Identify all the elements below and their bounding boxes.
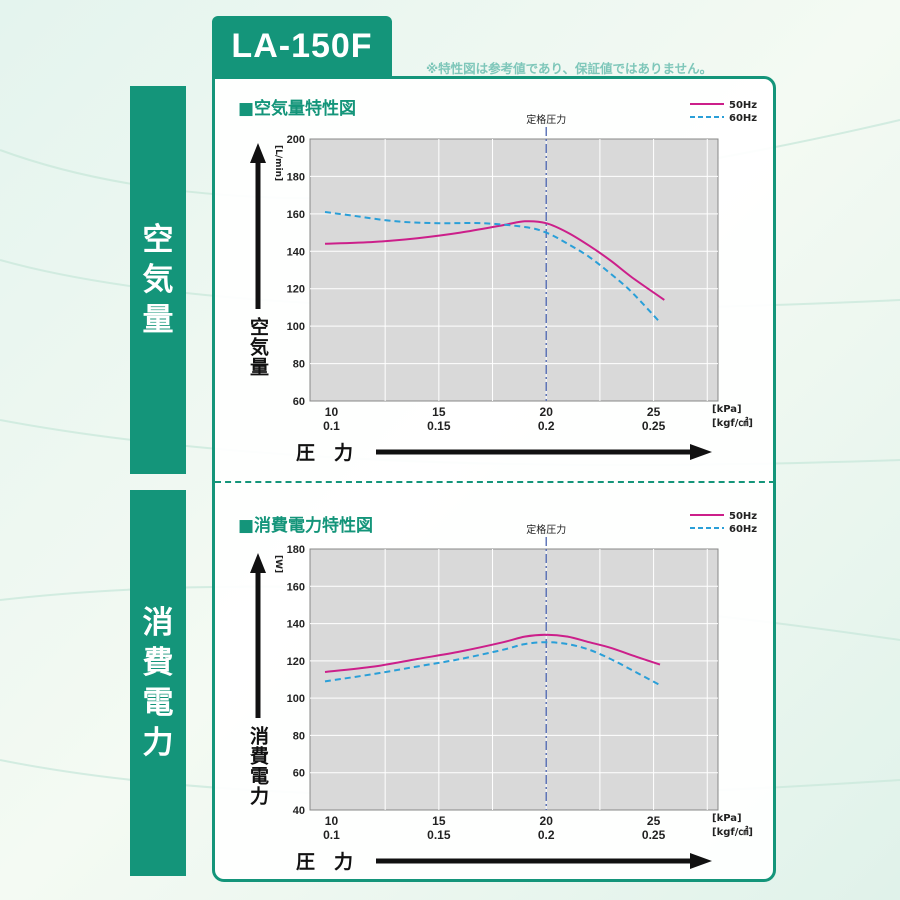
power-xtick-kpa-label: 15 bbox=[432, 814, 446, 828]
power-y-axis-label: 消費電力 bbox=[247, 725, 269, 806]
air-ytick-label: 200 bbox=[287, 134, 305, 146]
model-name-tab: LA-150F bbox=[212, 16, 392, 76]
power-y-axis-arrow-head bbox=[250, 553, 266, 573]
power-xtick-kpa-label: 10 bbox=[325, 814, 339, 828]
power-ytick-label: 160 bbox=[287, 581, 305, 593]
power-x-unit-kgf: [kgf/㎠] bbox=[712, 825, 753, 838]
power-ytick-label: 140 bbox=[287, 619, 305, 631]
air-xtick-kpa-label: 15 bbox=[432, 405, 446, 419]
power-ytick-label: 120 bbox=[287, 656, 305, 668]
air-legend-label-60hz: 60Hz bbox=[729, 113, 757, 124]
air-series-50hz-line bbox=[324, 220, 665, 301]
power-legend-label-60hz: 60Hz bbox=[729, 524, 757, 535]
air-ytick-label: 140 bbox=[287, 246, 305, 258]
power-ytick-label: 80 bbox=[293, 730, 305, 742]
air-x-unit-kpa: [kPa] bbox=[712, 404, 742, 415]
power-chart-title: ■消費電力特性図 bbox=[238, 516, 374, 536]
side-tab-air-volume: 空気量 bbox=[130, 86, 186, 474]
power-xtick-kpa-label: 20 bbox=[540, 814, 554, 828]
power-xtick-kgf-label: 0.1 bbox=[323, 828, 340, 842]
power-x-unit-kpa: [kPa] bbox=[712, 813, 742, 824]
side-tab-power-consumption: 消費電力 bbox=[130, 490, 186, 876]
air-rated-pressure-label: 定格圧力 bbox=[526, 113, 566, 126]
panel-divider bbox=[215, 481, 775, 483]
air-xtick-kgf-label: 0.1 bbox=[323, 419, 340, 433]
power-xtick-kgf-label: 0.15 bbox=[427, 828, 451, 842]
air-ytick-label: 100 bbox=[287, 321, 305, 333]
air-plot-area bbox=[309, 138, 719, 402]
side-tab-power-consumption-label: 消費電力 bbox=[142, 605, 174, 761]
power-xtick-kgf-label: 0.2 bbox=[538, 828, 555, 842]
air-legend-label-50hz: 50Hz bbox=[729, 100, 757, 111]
power-ytick-label: 40 bbox=[293, 805, 305, 817]
air-x-axis-arrow-head bbox=[690, 444, 712, 460]
air-chart-title: ■空気量特性図 bbox=[238, 99, 357, 119]
power-rated-pressure-label: 定格圧力 bbox=[526, 523, 566, 536]
power-xtick-kgf-label: 0.25 bbox=[642, 828, 666, 842]
power-legend-label-50hz: 50Hz bbox=[729, 511, 757, 522]
power-series-50hz-line bbox=[324, 633, 661, 673]
air-xtick-kgf-label: 0.25 bbox=[642, 419, 666, 433]
disclaimer-note: ※特性図は参考値であり、保証値ではありません。 bbox=[426, 61, 713, 76]
power-ytick-label: 180 bbox=[287, 544, 305, 556]
power-xtick-kpa-label: 25 bbox=[647, 814, 661, 828]
air-ytick-label: 160 bbox=[287, 209, 305, 221]
power-ytick-label: 60 bbox=[293, 768, 305, 780]
air-xtick-kpa-label: 10 bbox=[325, 405, 339, 419]
side-tab-air-volume-label: 空気量 bbox=[142, 222, 174, 338]
air-ytick-label: 180 bbox=[287, 171, 305, 183]
air-ytick-label: 80 bbox=[293, 359, 305, 371]
power-series-60hz-line bbox=[324, 641, 661, 686]
air-xtick-kgf-label: 0.15 bbox=[427, 419, 451, 433]
air-y-unit: [L/min] bbox=[273, 145, 283, 181]
power-x-axis-arrow-head bbox=[690, 853, 712, 869]
air-xtick-kpa-label: 25 bbox=[647, 405, 661, 419]
air-ytick-label: 120 bbox=[287, 284, 305, 296]
air-x-unit-kgf: [kgf/㎠] bbox=[712, 416, 753, 429]
air-series-60hz-line bbox=[324, 211, 661, 324]
power-y-unit: [W] bbox=[273, 555, 283, 573]
power-x-axis-label: 圧 力 bbox=[296, 850, 353, 873]
air-y-axis-label: 空気量 bbox=[247, 316, 269, 377]
air-ytick-label: 60 bbox=[293, 396, 305, 408]
power-plot-area bbox=[309, 548, 719, 811]
air-xtick-kpa-label: 20 bbox=[540, 405, 554, 419]
air-xtick-kgf-label: 0.2 bbox=[538, 419, 555, 433]
air-x-axis-label: 圧 力 bbox=[296, 441, 353, 464]
power-ytick-label: 100 bbox=[287, 693, 305, 705]
air-y-axis-arrow-head bbox=[250, 143, 266, 163]
